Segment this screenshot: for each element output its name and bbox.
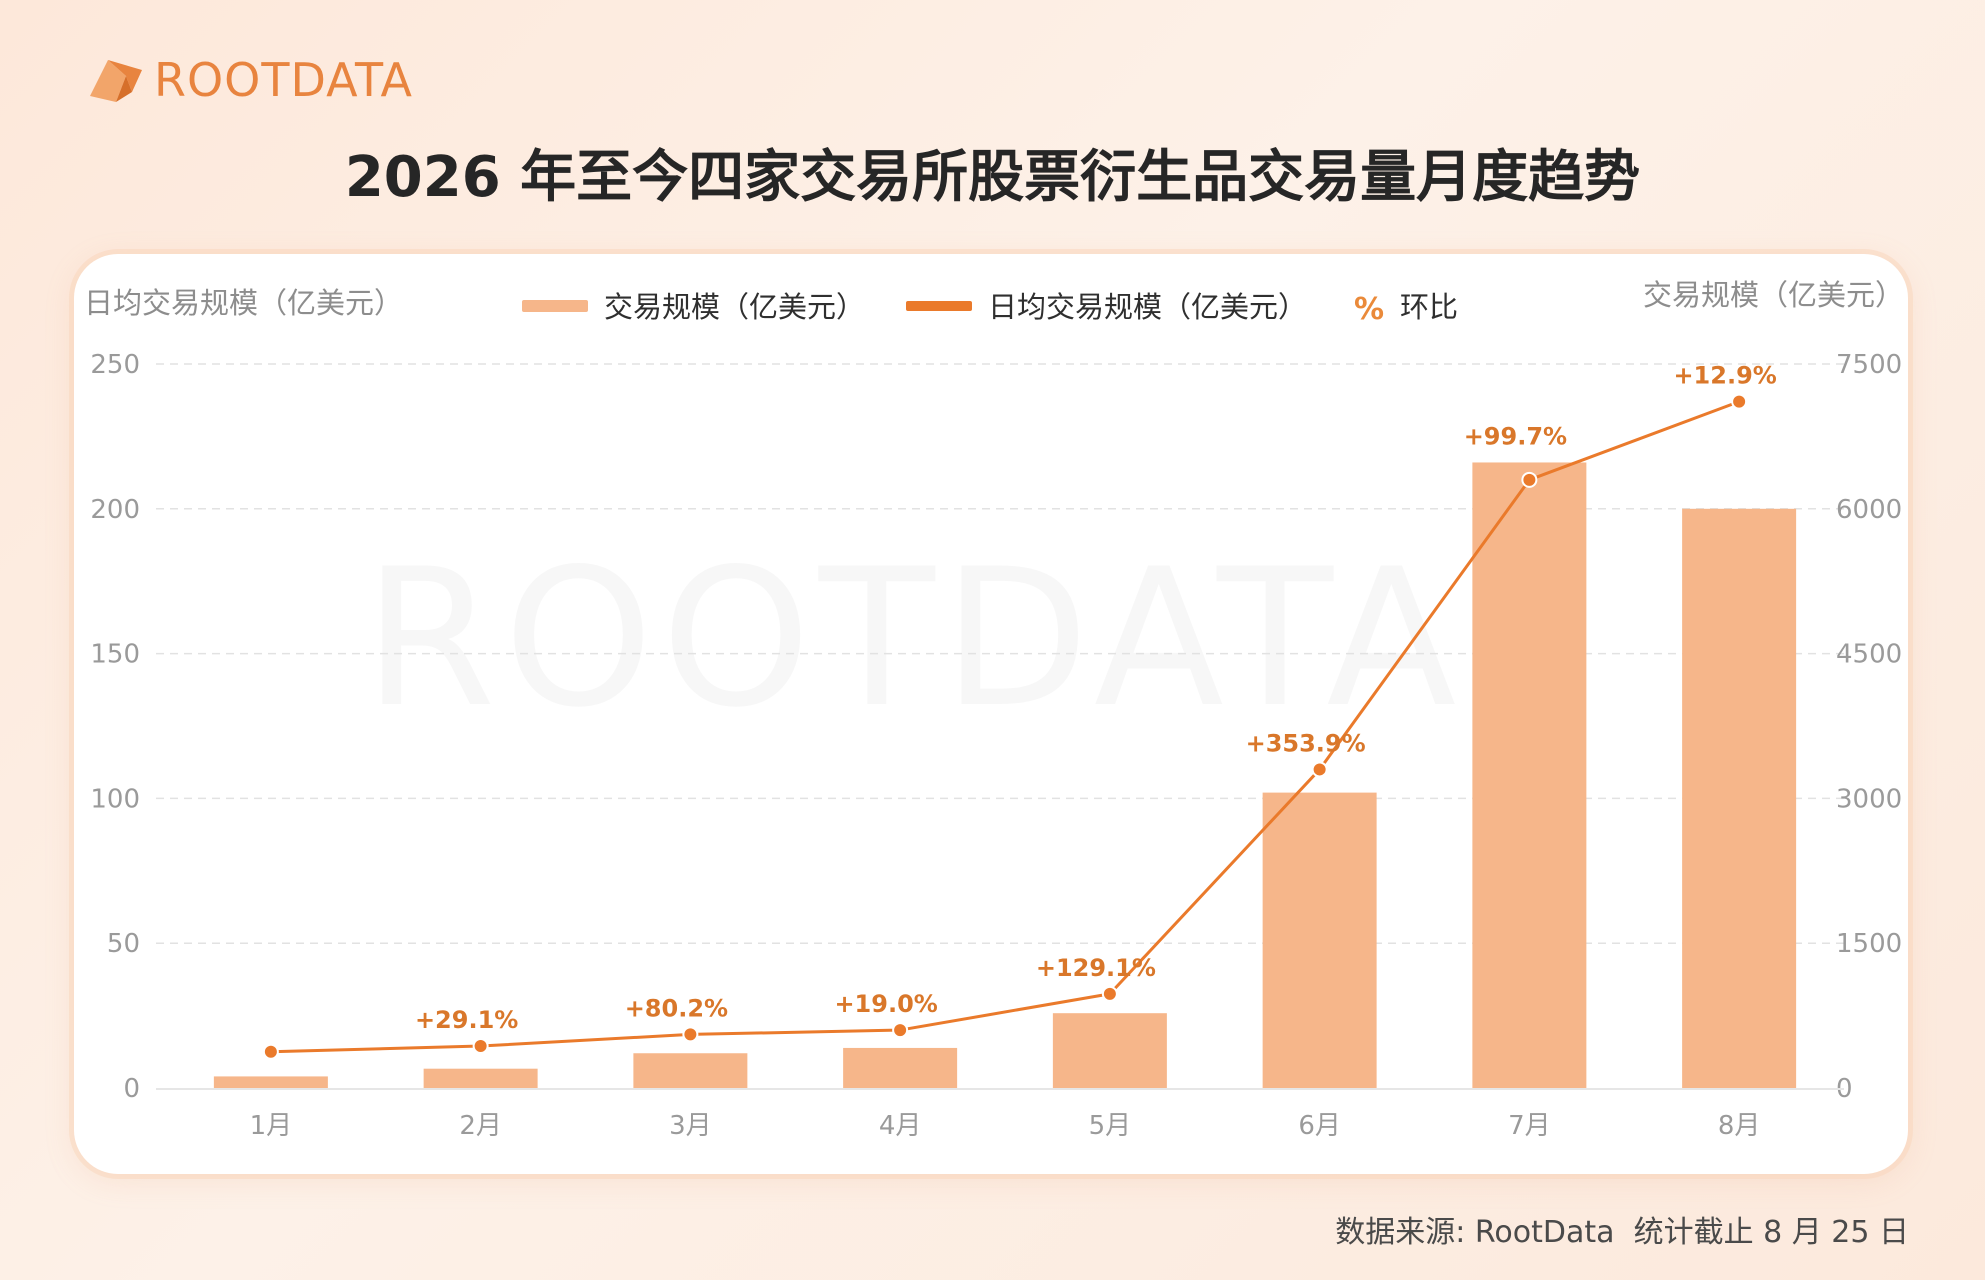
bar [1682,508,1797,1088]
bar [423,1068,538,1088]
data-source-footer: 数据来源: RootData 统计截止 8 月 25 日 [1335,1215,1909,1250]
line-point [1521,471,1538,488]
legend-line-label: 日均交易规模（亿美元） [988,290,1307,324]
legend-bar-label: 交易规模（亿美元） [604,290,865,324]
legend: 交易规模（亿美元） 日均交易规模（亿美元） % 环比 [522,290,1458,327]
axes: 0 50 100 150 200 250 0 1500 3000 4500 6000 7500 1月 2月… [90,350,1902,1141]
logo-mark-icon [90,60,142,102]
watermark-text: ROOTDATA [364,528,1465,749]
mom-label: +29.1% [415,1006,518,1034]
left-tick-label: 100 [90,784,140,814]
x-tick-label: 3月 [669,1111,712,1141]
x-tick-label: 8月 [1718,1111,1761,1141]
bar [1262,792,1377,1088]
right-tick-label: 1500 [1836,929,1902,959]
line-point [892,1022,909,1039]
page-title: 2026 年至今四家交易所股票衍生品交易量月度趋势 [344,145,1641,210]
bar [1472,462,1587,1088]
right-tick-label: 3000 [1836,784,1902,814]
legend-percent-icon: % [1354,292,1384,327]
right-tick-label: 4500 [1836,640,1902,670]
bar [213,1076,328,1088]
line-point [472,1038,489,1055]
mom-label: +80.2% [625,994,728,1022]
left-axis-title: 日均交易规模（亿美元） [84,286,403,320]
left-tick-label: 200 [90,495,140,525]
x-tick-label: 5月 [1089,1111,1132,1141]
mom-label: +12.9% [1673,362,1776,390]
brand-logo: ROOTDATA [86,52,413,108]
mom-label: +19.0% [834,990,937,1018]
left-tick-label: 50 [107,929,140,959]
chart: ROOTDATA +29.1% +80.2% +19.0% +129.1% +353.9… [84,278,1904,1141]
line-point [1731,393,1748,410]
bar [633,1053,748,1088]
right-tick-label: 0 [1836,1074,1853,1104]
mom-label: +353.9% [1246,729,1366,757]
bar [843,1047,958,1088]
mom-label: +129.1% [1036,954,1156,982]
x-tick-label: 6月 [1298,1111,1341,1141]
right-tick-label: 7500 [1836,350,1902,380]
right-axis-title: 交易规模（亿美元） [1643,278,1904,312]
x-tick-label: 7月 [1508,1111,1551,1141]
logo-text: ROOTDATA [154,53,413,107]
line-point [682,1026,699,1043]
data-labels: +29.1% +80.2% +19.0% +129.1% +353.9% +99.7% +1… [415,362,1777,1034]
chart-card: ROOTDATA +29.1% +80.2% +19.0% +129.1% +353.9… [74,254,1908,1174]
x-tick-label: 4月 [879,1111,922,1141]
x-tick-label: 1月 [250,1111,293,1141]
gridlines [156,363,1844,944]
line-point [1101,985,1118,1002]
left-tick-label: 0 [123,1074,140,1104]
left-tick-label: 150 [90,640,140,670]
right-tick-label: 6000 [1836,495,1902,525]
line-point [1311,761,1328,778]
line-point [262,1043,279,1060]
left-tick-label: 250 [90,350,140,380]
mom-label: +99.7% [1464,422,1567,450]
legend-bar-swatch [522,300,588,312]
legend-mom-label: 环比 [1400,290,1458,324]
x-tick-label: 2月 [459,1111,502,1141]
bar [1052,1013,1167,1088]
legend-line-swatch [906,301,972,311]
line-series [262,393,1748,1060]
line-path [270,400,1740,1054]
bar-series [213,462,1797,1088]
